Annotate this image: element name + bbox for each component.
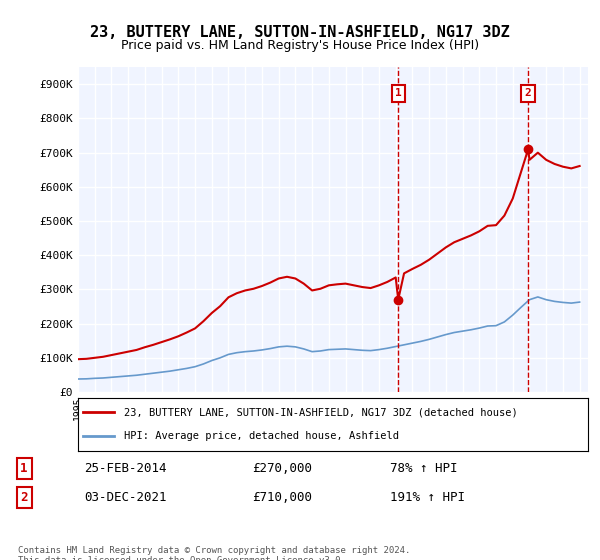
Text: Price paid vs. HM Land Registry's House Price Index (HPI): Price paid vs. HM Land Registry's House … bbox=[121, 39, 479, 52]
Text: 25-FEB-2014: 25-FEB-2014 bbox=[84, 462, 167, 475]
Text: 23, BUTTERY LANE, SUTTON-IN-ASHFIELD, NG17 3DZ: 23, BUTTERY LANE, SUTTON-IN-ASHFIELD, NG… bbox=[90, 25, 510, 40]
Text: 1: 1 bbox=[20, 462, 28, 475]
Text: £270,000: £270,000 bbox=[252, 462, 312, 475]
Text: 03-DEC-2021: 03-DEC-2021 bbox=[84, 491, 167, 504]
Text: Contains HM Land Registry data © Crown copyright and database right 2024.
This d: Contains HM Land Registry data © Crown c… bbox=[18, 546, 410, 560]
Text: 2: 2 bbox=[20, 491, 28, 504]
Text: 191% ↑ HPI: 191% ↑ HPI bbox=[390, 491, 465, 504]
Text: HPI: Average price, detached house, Ashfield: HPI: Average price, detached house, Ashf… bbox=[124, 431, 399, 441]
Text: 23, BUTTERY LANE, SUTTON-IN-ASHFIELD, NG17 3DZ (detached house): 23, BUTTERY LANE, SUTTON-IN-ASHFIELD, NG… bbox=[124, 408, 518, 418]
Text: £710,000: £710,000 bbox=[252, 491, 312, 504]
Text: 78% ↑ HPI: 78% ↑ HPI bbox=[390, 462, 458, 475]
Text: 1: 1 bbox=[395, 88, 401, 98]
Text: 2: 2 bbox=[525, 88, 532, 98]
